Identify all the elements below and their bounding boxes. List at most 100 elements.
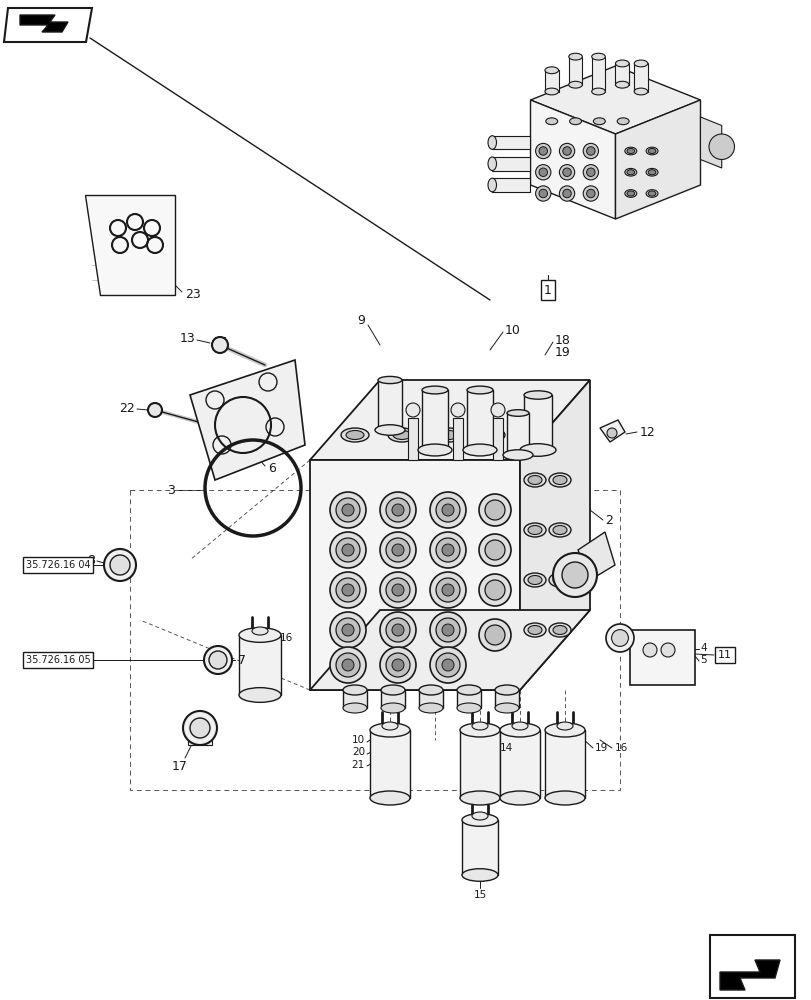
Circle shape <box>607 428 616 438</box>
Ellipse shape <box>544 88 558 95</box>
Circle shape <box>441 659 453 671</box>
Ellipse shape <box>552 576 566 584</box>
Text: 13: 13 <box>179 332 195 344</box>
Ellipse shape <box>440 430 457 440</box>
Polygon shape <box>492 418 502 460</box>
Ellipse shape <box>342 703 367 713</box>
Polygon shape <box>370 730 410 798</box>
Circle shape <box>535 186 550 201</box>
Text: 1: 1 <box>543 284 551 296</box>
Ellipse shape <box>388 428 415 442</box>
Ellipse shape <box>512 722 527 730</box>
Circle shape <box>441 504 453 516</box>
Ellipse shape <box>238 688 281 702</box>
Circle shape <box>478 534 510 566</box>
Polygon shape <box>460 730 500 798</box>
Circle shape <box>380 612 415 648</box>
Circle shape <box>586 189 594 198</box>
Ellipse shape <box>548 523 570 537</box>
Ellipse shape <box>523 623 545 637</box>
Text: 7: 7 <box>238 654 246 666</box>
Ellipse shape <box>460 723 500 737</box>
Ellipse shape <box>342 685 367 695</box>
Ellipse shape <box>646 147 657 155</box>
Circle shape <box>484 540 504 560</box>
Text: 9: 9 <box>357 314 365 326</box>
Ellipse shape <box>460 791 500 805</box>
Circle shape <box>484 580 504 600</box>
Ellipse shape <box>545 118 557 125</box>
Circle shape <box>582 143 598 159</box>
Circle shape <box>148 403 162 417</box>
Ellipse shape <box>615 81 629 88</box>
Ellipse shape <box>495 685 518 695</box>
Circle shape <box>450 403 465 417</box>
Circle shape <box>605 624 633 652</box>
Polygon shape <box>530 66 700 134</box>
Ellipse shape <box>418 444 452 456</box>
Polygon shape <box>577 532 614 580</box>
Ellipse shape <box>418 703 443 713</box>
Circle shape <box>436 578 460 602</box>
Ellipse shape <box>370 723 410 737</box>
Circle shape <box>436 653 460 677</box>
Circle shape <box>336 498 359 522</box>
Ellipse shape <box>646 168 657 176</box>
Circle shape <box>436 498 460 522</box>
Polygon shape <box>491 178 530 192</box>
Circle shape <box>336 618 359 642</box>
Polygon shape <box>342 690 367 708</box>
Ellipse shape <box>624 147 636 155</box>
Circle shape <box>341 624 354 636</box>
Polygon shape <box>422 390 448 450</box>
Circle shape <box>582 186 598 201</box>
Polygon shape <box>519 380 590 690</box>
Circle shape <box>441 584 453 596</box>
Circle shape <box>660 643 674 657</box>
Ellipse shape <box>591 88 604 95</box>
Circle shape <box>336 538 359 562</box>
Polygon shape <box>615 63 629 85</box>
Ellipse shape <box>341 428 368 442</box>
Polygon shape <box>495 690 518 708</box>
Polygon shape <box>310 460 519 690</box>
Text: 6: 6 <box>268 462 276 475</box>
Ellipse shape <box>471 812 487 820</box>
Circle shape <box>204 646 232 674</box>
Polygon shape <box>523 395 551 450</box>
Ellipse shape <box>568 81 581 88</box>
Polygon shape <box>453 418 462 460</box>
Ellipse shape <box>519 444 556 456</box>
Ellipse shape <box>552 526 566 534</box>
Ellipse shape <box>251 627 268 635</box>
Ellipse shape <box>527 626 541 635</box>
Polygon shape <box>719 960 779 990</box>
Circle shape <box>190 718 210 738</box>
Polygon shape <box>599 420 624 442</box>
Circle shape <box>561 562 587 588</box>
Circle shape <box>336 578 359 602</box>
Polygon shape <box>700 117 721 168</box>
Polygon shape <box>709 935 794 998</box>
Polygon shape <box>544 70 558 92</box>
Ellipse shape <box>487 136 496 149</box>
Circle shape <box>329 612 366 648</box>
Ellipse shape <box>418 685 443 695</box>
Ellipse shape <box>375 425 405 435</box>
Circle shape <box>430 612 466 648</box>
Polygon shape <box>591 57 604 92</box>
Text: 23: 23 <box>185 288 200 302</box>
Circle shape <box>341 504 354 516</box>
Text: 35.726.16 05: 35.726.16 05 <box>26 655 90 665</box>
Ellipse shape <box>633 60 647 67</box>
Circle shape <box>562 189 571 198</box>
Polygon shape <box>378 380 401 430</box>
Text: 19: 19 <box>594 743 607 753</box>
Ellipse shape <box>380 685 405 695</box>
Text: 17: 17 <box>172 760 187 773</box>
Circle shape <box>208 651 227 669</box>
Ellipse shape <box>500 791 539 805</box>
Text: 11: 11 <box>717 650 731 660</box>
Ellipse shape <box>646 190 657 197</box>
Bar <box>629 630 694 685</box>
